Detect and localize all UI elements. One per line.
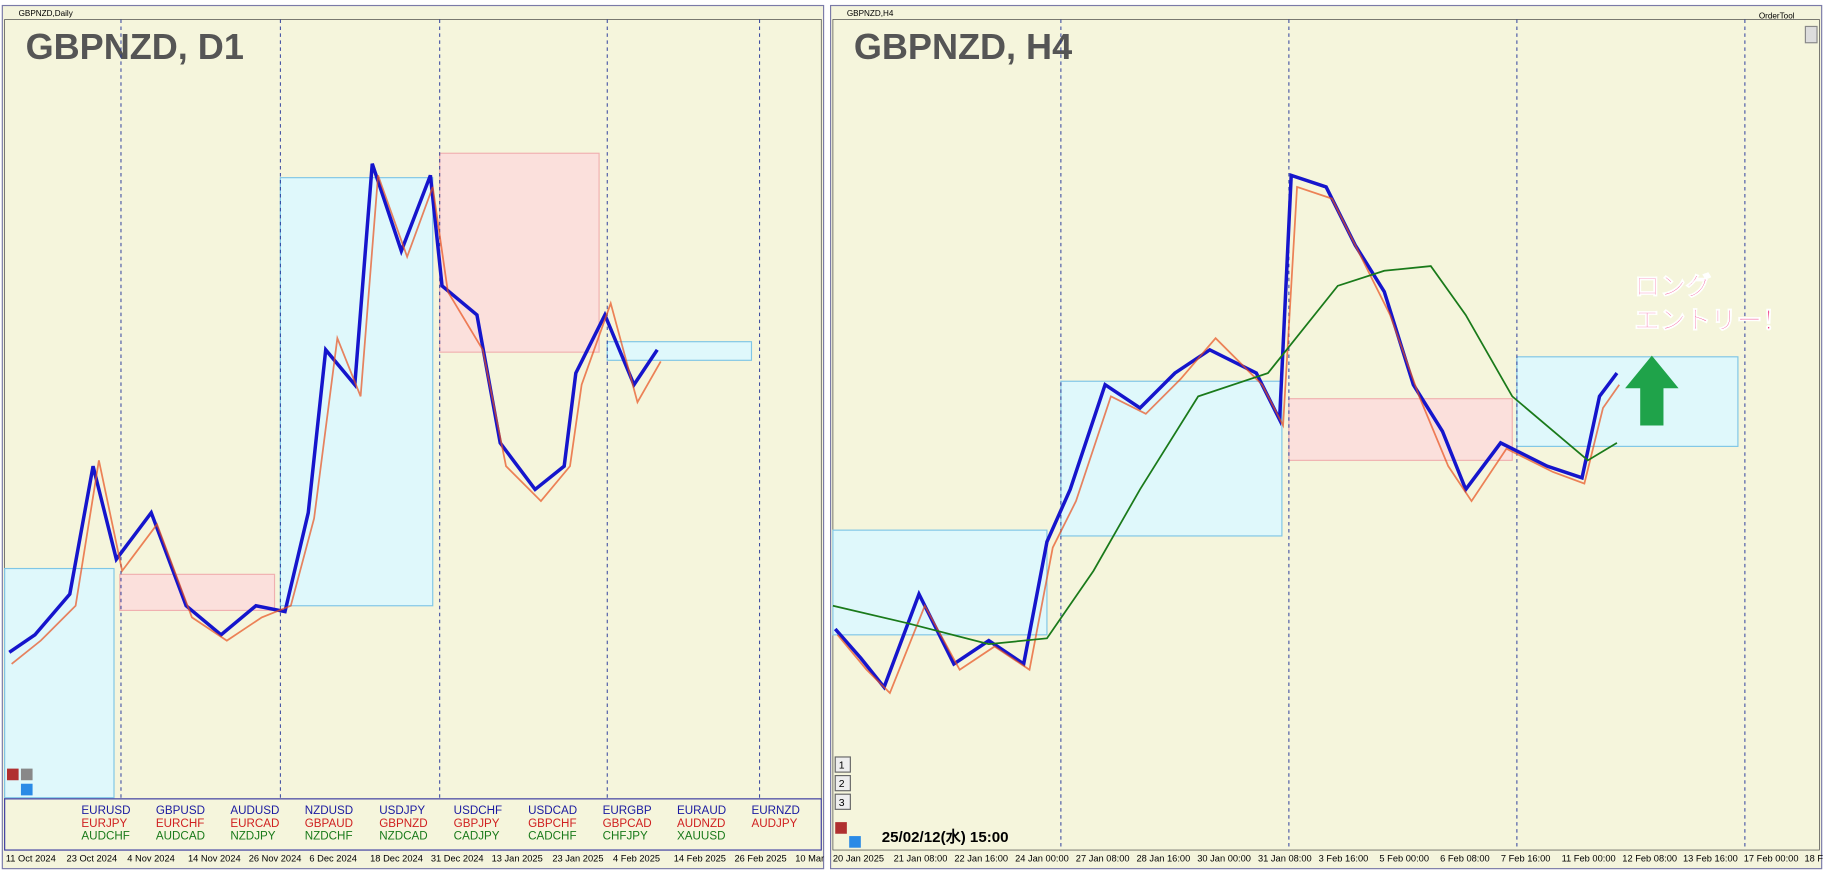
grid-separators	[120, 19, 761, 799]
button-label[interactable]: 2	[839, 779, 845, 790]
symbol[interactable]: NZDJPY	[230, 830, 275, 843]
annotation: ロング	[1634, 272, 1711, 301]
date-label: 3 Feb 16:00	[1319, 854, 1369, 864]
date-label: 26 Nov 2024	[249, 854, 302, 864]
date-label: 28 Jan 16:00	[1137, 854, 1191, 864]
symbol[interactable]: GBPNZD	[379, 817, 427, 830]
tool-label[interactable]: OrderTool	[1759, 11, 1795, 20]
date-label: 31 Jan 08:00	[1258, 854, 1312, 864]
symbol[interactable]: EURNZD	[751, 804, 799, 817]
icon	[20, 768, 33, 781]
symbol[interactable]: NZDCHF	[305, 830, 353, 843]
date-label: 20 Jan 2025	[833, 854, 884, 864]
symbol[interactable]: AUDJPY	[751, 817, 797, 830]
button[interactable]	[834, 756, 851, 773]
symbol[interactable]: EURAUD	[677, 804, 726, 817]
symbol[interactable]: EURUSD	[81, 804, 130, 817]
button[interactable]	[834, 793, 851, 810]
date-label: 27 Jan 08:00	[1076, 854, 1130, 864]
symbol[interactable]: USDCAD	[528, 804, 577, 817]
date-label: 11 Feb 00:00	[1562, 854, 1616, 864]
symbol[interactable]: USDJPY	[379, 804, 425, 817]
symbol[interactable]: EURCAD	[230, 817, 279, 830]
symbol[interactable]: CADJPY	[454, 830, 500, 843]
symbol[interactable]: AUDCHF	[81, 830, 129, 843]
date-label: 14 Nov 2024	[188, 854, 241, 864]
annotation: エントリー！	[1634, 307, 1787, 335]
symbol[interactable]: GBPCHF	[528, 817, 576, 830]
icon	[835, 822, 847, 834]
symbol[interactable]: EURGBP	[603, 804, 652, 817]
date-label: 17 Feb 00:00	[1744, 854, 1799, 864]
date-label: 26 Feb 2025	[734, 854, 786, 864]
date-label: 14 Feb 2025	[674, 854, 726, 864]
date-label: 23 Jan 2025	[552, 854, 603, 864]
button[interactable]	[834, 775, 851, 792]
date-label: 10 Mar	[795, 854, 824, 864]
symbol[interactable]: USDCHF	[454, 804, 502, 817]
date-label: 6 Dec 2024	[309, 854, 357, 864]
icon[interactable]	[849, 836, 861, 848]
price-path	[833, 172, 1619, 691]
window-title: GBPNZD,Daily	[19, 9, 74, 18]
date-label: 12 Feb 08:00	[1622, 854, 1677, 864]
date-label: 6 Feb 08:00	[1440, 854, 1490, 864]
grid-separators	[1060, 19, 1746, 851]
symbol[interactable]: CHFJPY	[603, 830, 648, 843]
up-arrow	[1625, 355, 1679, 426]
date-label: 30 Jan 00:00	[1197, 854, 1251, 864]
symbol[interactable]: AUDCAD	[156, 830, 205, 843]
date-label: 22 Jan 16:00	[954, 854, 1008, 864]
date-label: 5 Feb 00:00	[1379, 854, 1429, 864]
symbol[interactable]: GBPJPY	[454, 817, 500, 830]
date-label: 4 Nov 2024	[127, 854, 175, 864]
symbol[interactable]: AUDNZD	[677, 817, 725, 830]
date-label: 7 Feb 16:00	[1501, 854, 1551, 864]
date-label: 24 Jan 00:00	[1015, 854, 1069, 864]
window-title: GBPNZD,H4	[847, 9, 894, 18]
date-label: 23 Oct 2024	[67, 854, 118, 864]
chart-label: GBPNZD, D1	[26, 26, 244, 67]
symbol[interactable]: NZDUSD	[305, 804, 353, 817]
symbol[interactable]: GBPUSD	[156, 804, 205, 817]
symbol[interactable]: NZDCAD	[379, 830, 427, 843]
price-path-down	[836, 185, 1620, 695]
date-label: 21 Jan 08:00	[894, 854, 948, 864]
button-label[interactable]: 3	[839, 798, 845, 809]
date-label: 13 Jan 2025	[492, 854, 543, 864]
date-label: 11 Oct 2024	[6, 854, 56, 864]
date-label: 18 F	[1804, 854, 1823, 864]
symbol[interactable]: EURJPY	[81, 817, 127, 830]
chart-label: GBPNZD, H4	[854, 26, 1072, 67]
date-label: 18 Dec 2024	[370, 854, 423, 864]
moving-average	[832, 265, 1618, 646]
icon[interactable]	[20, 783, 33, 796]
symbol[interactable]: CADCHF	[528, 830, 576, 843]
symbol[interactable]: GBPCAD	[603, 817, 652, 830]
timestamp: 25/02/12(水) 15:00	[882, 828, 1009, 846]
symbol[interactable]: AUDUSD	[230, 804, 279, 817]
symbol[interactable]: XAUUSD	[677, 830, 725, 843]
button-label[interactable]: 1	[839, 761, 845, 772]
date-label: 31 Dec 2024	[431, 854, 484, 864]
symbol[interactable]: EURCHF	[156, 817, 204, 830]
price-path	[8, 163, 659, 654]
icon[interactable]	[1804, 25, 1818, 44]
price-path-down	[11, 175, 662, 665]
icon	[6, 768, 19, 781]
boxes	[832, 356, 1739, 636]
date-label: 4 Feb 2025	[613, 854, 660, 864]
date-label: 13 Feb 16:00	[1683, 854, 1738, 864]
symbol-panel	[4, 798, 822, 851]
symbol[interactable]: GBPAUD	[305, 817, 353, 830]
